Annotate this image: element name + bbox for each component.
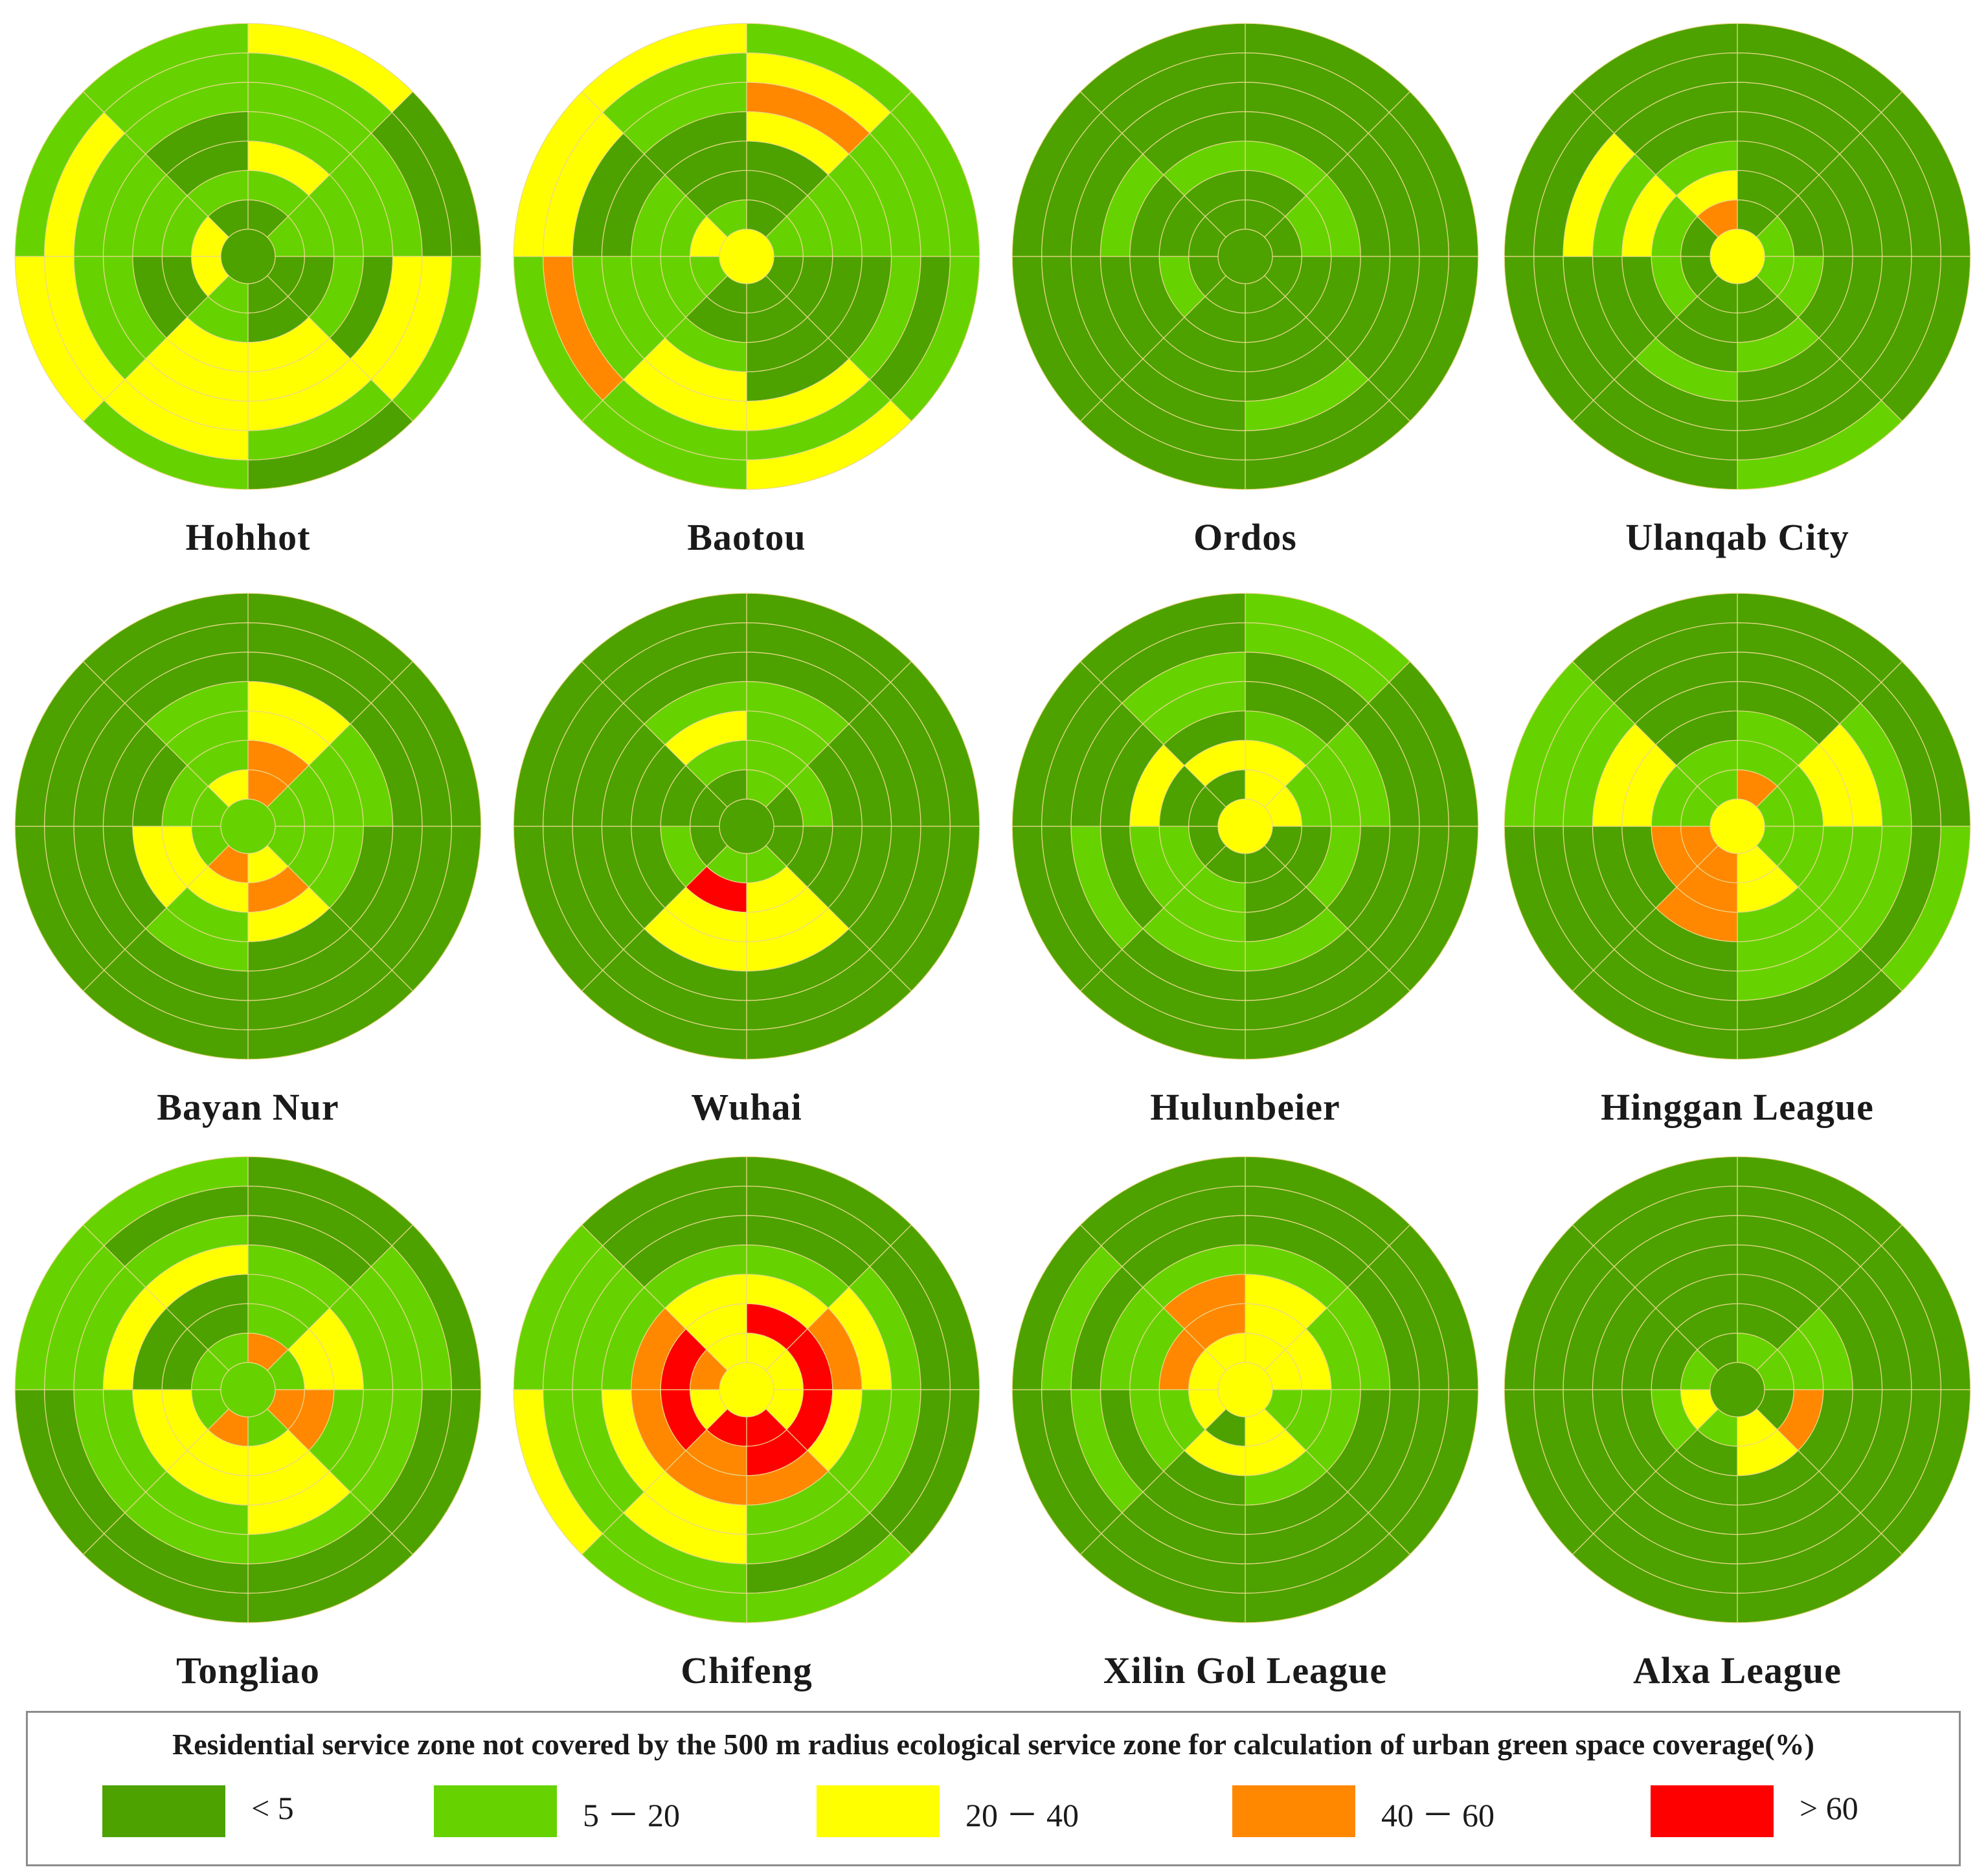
city-chart: Ulanqab City xyxy=(1489,23,1985,593)
polar-chart xyxy=(513,23,980,490)
ring-cell xyxy=(1572,23,1738,113)
city-chart: Hulunbeier xyxy=(997,593,1493,1163)
city-chart: Baotou xyxy=(499,23,995,593)
city-chart: Tongliao xyxy=(0,1156,496,1726)
center-cell xyxy=(1217,1362,1273,1418)
city-label: Ulanqab City xyxy=(1625,516,1849,558)
polar-chart xyxy=(1504,23,1971,490)
legend: Residential service zone not covered by … xyxy=(26,1711,1961,1866)
ring-cell xyxy=(1079,593,1246,683)
legend-label: > 60 xyxy=(1800,1790,1858,1826)
polar-chart xyxy=(1011,593,1479,1060)
center-cell xyxy=(220,1362,276,1418)
city-chart: Wuhai xyxy=(499,593,995,1163)
city-label: Wuhai xyxy=(691,1086,802,1128)
center-cell xyxy=(1710,798,1765,854)
legend-swatch xyxy=(1651,1785,1774,1837)
city-chart: Hinggan League xyxy=(1489,593,1985,1163)
legend-title: Residential service zone not covered by … xyxy=(172,1728,1814,1761)
city-label: Chifeng xyxy=(681,1649,813,1691)
city-label: Hohhot xyxy=(185,516,311,558)
city-chart: Xilin Gol League xyxy=(997,1156,1493,1726)
center-cell xyxy=(1710,229,1765,284)
city-label: Baotou xyxy=(687,516,806,558)
city-label: Ordos xyxy=(1193,516,1297,558)
center-cell xyxy=(719,229,774,284)
city-chart: Bayan Nur xyxy=(0,593,496,1163)
polar-chart xyxy=(14,1156,482,1623)
ring-cell xyxy=(581,593,747,683)
polar-chart xyxy=(513,1156,980,1623)
legend-label: 20 － 40 xyxy=(965,1797,1079,1833)
center-cell xyxy=(719,798,774,854)
ring-cell xyxy=(1079,23,1246,113)
polar-chart xyxy=(513,593,980,1060)
legend-swatch xyxy=(1232,1785,1355,1837)
city-chart: Alxa League xyxy=(1489,1156,1985,1726)
city-label: Xilin Gol League xyxy=(1103,1649,1388,1691)
ring-cell xyxy=(82,1156,249,1247)
ring-cell xyxy=(1572,593,1738,683)
city-label: Tongliao xyxy=(176,1649,320,1691)
city-label: Hinggan League xyxy=(1601,1086,1874,1128)
legend-label: 40 － 60 xyxy=(1381,1797,1495,1833)
center-cell xyxy=(220,798,276,854)
center-cell xyxy=(1710,1362,1765,1418)
polar-chart xyxy=(1011,23,1479,490)
center-cell xyxy=(1217,798,1273,854)
center-cell xyxy=(719,1362,774,1418)
ring-cell xyxy=(82,593,249,683)
ring-cell xyxy=(82,23,249,113)
center-cell xyxy=(1217,229,1273,284)
legend-label: < 5 xyxy=(251,1790,294,1826)
legend-swatch xyxy=(817,1785,940,1837)
legend-swatch xyxy=(434,1785,557,1837)
city-label: Alxa League xyxy=(1633,1649,1842,1691)
ring-cell xyxy=(581,23,747,113)
city-chart: Ordos xyxy=(997,23,1493,593)
legend-swatch xyxy=(102,1785,225,1837)
polar-chart xyxy=(1504,593,1971,1060)
polar-chart xyxy=(14,593,482,1060)
ring-cell xyxy=(1079,1156,1246,1247)
polar-chart xyxy=(14,23,482,490)
center-cell xyxy=(220,229,276,284)
city-chart: Chifeng xyxy=(499,1156,995,1726)
polar-chart xyxy=(1011,1156,1479,1623)
city-chart: Hohhot xyxy=(0,23,496,593)
city-label: Bayan Nur xyxy=(157,1086,339,1128)
polar-chart xyxy=(1504,1156,1971,1623)
ring-cell xyxy=(1572,1156,1738,1247)
city-label: Hulunbeier xyxy=(1150,1086,1340,1128)
ring-cell xyxy=(581,1156,747,1247)
legend-label: 5 － 20 xyxy=(583,1797,680,1833)
